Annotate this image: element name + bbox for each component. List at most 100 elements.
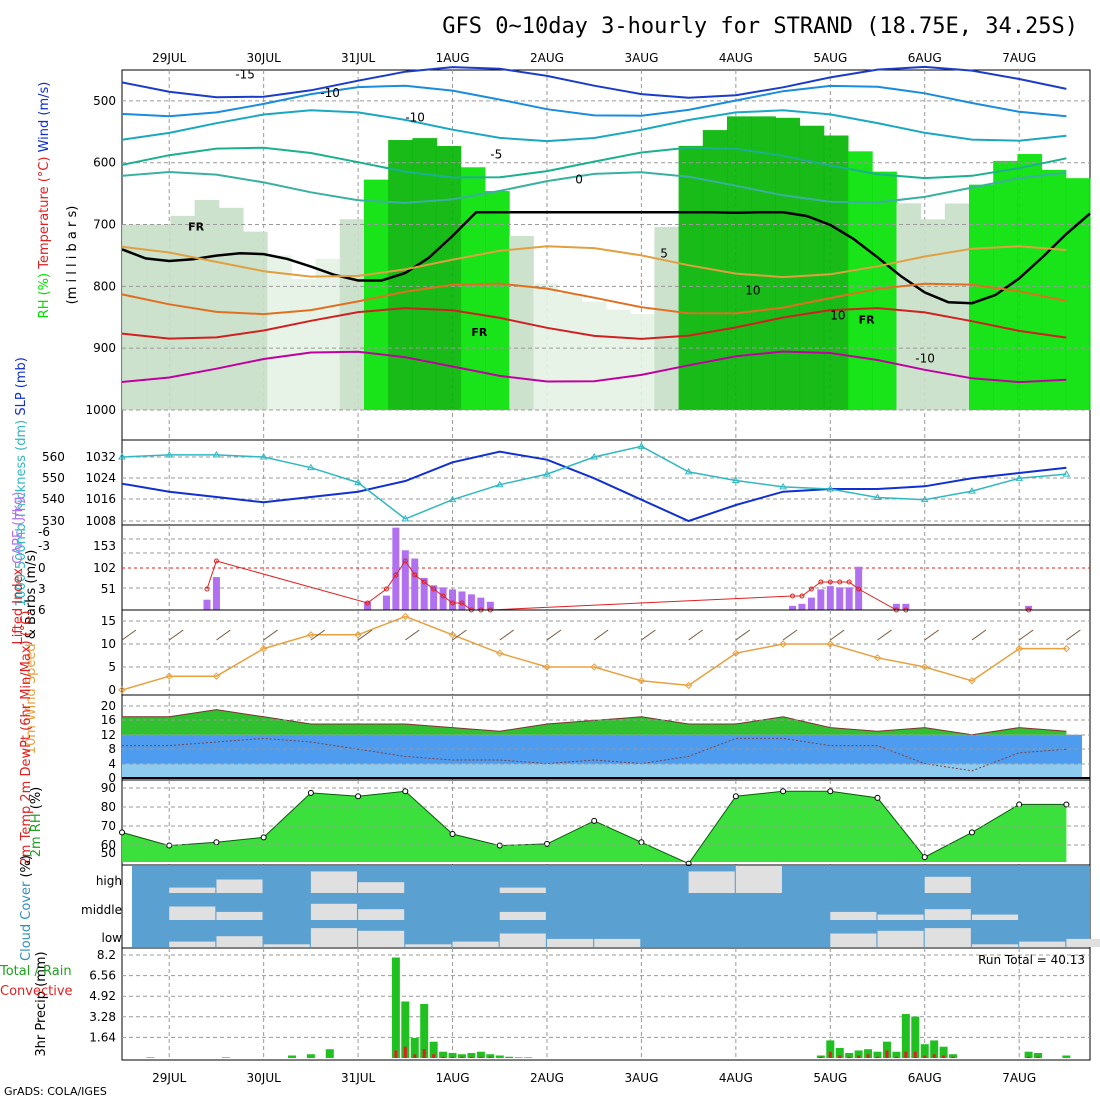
wind-marker-20 [1062,644,1071,653]
upper-air-units-ylabel-part-0: (m i l l i b a r s) [65,206,80,305]
rh-point-4 [307,789,314,796]
rh-column-7 [291,279,317,410]
precip-total-25 [864,1049,873,1058]
thickness-marker-2 [212,450,221,458]
thickness-tick-1: 550 [42,471,65,485]
wind-barb-14 [782,629,798,641]
precip-conv-23 [847,1056,851,1058]
cloud-high-4 [310,871,357,893]
wind-barb-20 [1066,629,1081,641]
wind-ylabel-part-2: & Barbs [24,588,39,644]
rh-point-13 [732,793,739,800]
thickness-tick-3: 530 [42,514,65,528]
li-tick-0: -6 [38,525,50,539]
precip-conv-12 [460,1056,464,1058]
li-point-16 [799,593,805,599]
wind-barb-6 [405,629,420,641]
rh-column-14 [460,167,486,410]
freezing-label-1: FR [188,221,205,234]
wind-barb-10 [593,629,609,641]
cloud-high-5 [358,882,405,893]
precip-ytick-3: 3.28 [89,1010,116,1024]
precip-ylabel: 3hr Precip (mm) [34,951,49,1056]
panel-upper-air: 500 600 700 800 900 1000 FR FR FR -15 -10 -10 -5 0 5 10… [37,65,1091,441]
cape-tick-1: 102 [93,561,116,575]
cloud-low-19 [1019,941,1066,947]
thickness-marker-13 [731,476,740,483]
rh-point-17 [921,854,928,861]
wind-marker-2 [212,672,221,680]
cloud-tick-0: high [96,874,122,888]
wind-marker-3 [259,644,268,653]
li-point-0 [204,586,210,592]
precip-conv-5 [394,1050,398,1058]
cloud-ylabel: Cloud Cover (%) [19,855,34,961]
rh-column-2 [170,215,196,410]
thickness-marker-3 [259,453,268,460]
cloud-middle-8 [499,911,546,920]
cape-ylabel-part-0: Lifted Index [11,568,26,645]
cape-bar-9 [439,587,447,610]
cape-ylabel-part-1: CAPE (J/kg) [11,492,26,568]
rh-point-15 [827,788,834,795]
precip-conv-25 [866,1054,870,1058]
cape-bar-20 [836,587,844,610]
rh-ytick-2: 70 [101,819,116,833]
precip-total-10 [439,1051,448,1058]
slp-ylabel-part-2: SLP (mb) [14,357,29,420]
rh-point-19 [1016,801,1023,808]
rh-column-25 [727,116,752,410]
top-date-30JUL: 30JUL [247,51,282,65]
upper-air-ytick-3: 800 [93,279,116,293]
freezing-label-3: FR [859,313,876,326]
upper-air-vars-ylabel-part-0: RH (%) [37,273,52,318]
rh-point-3 [260,834,267,841]
li-point-4 [393,572,399,578]
thickness-marker-14 [779,482,787,490]
cloud-high-8 [499,887,546,893]
precip-conv-11 [451,1056,455,1058]
precip-total-26 [873,1051,882,1058]
thickness-marker-20 [1062,470,1071,477]
temp-area [122,709,1067,735]
cape-bar-17 [807,597,815,610]
bottom-date-6AUG: 6AUG [908,1071,942,1085]
precip-ytick-1: 6.56 [89,969,116,983]
wind-barb-16 [877,629,892,641]
upper-air-ytick-5: 1000 [85,403,116,417]
li-point-2 [365,600,371,606]
precip-total-9 [429,1041,438,1058]
cape-bar-5 [401,550,409,610]
precip-total-18 [514,1057,523,1058]
wind-barb-12 [688,629,703,641]
thickness-tick-0: 560 [42,450,65,464]
top-date-31JUL: 31JUL [341,51,376,65]
precip-total-32 [930,1040,939,1058]
slp-ylabel: 1000-500mb Thickness (dm) SLP (mb) [14,357,29,607]
rh-point-6 [402,788,409,795]
thickness-marker-11 [637,442,646,449]
rh-ylabel-part-1: (%) [29,787,44,814]
rh-column-27 [775,117,801,410]
li-tick-3: 3 [38,582,46,596]
cape-bar-2 [364,601,372,610]
precip-total-31 [920,1044,929,1058]
top-date-4AUG: 4AUG [719,51,753,65]
slp-ylabel-part-0: 1000-500mb [14,523,29,607]
temp-ytick-2: 12 [101,728,116,742]
wind-marker-19 [1015,644,1023,653]
thickness-marker-10 [590,453,599,460]
precip-conv-9 [432,1054,436,1058]
thickness-line [121,445,1067,520]
wind-marker-14 [779,640,787,648]
upper-air-ytick-0: 500 [93,94,116,108]
cloud-low-5 [358,930,405,947]
top-date-2AUG: 2AUG [530,51,564,65]
rh-column-17 [533,283,559,410]
bottom-date-29JUL: 29JUL [152,1071,187,1085]
temp-contour-label-1: -10 [320,86,340,100]
cloud-tick-1: middle [81,903,122,917]
